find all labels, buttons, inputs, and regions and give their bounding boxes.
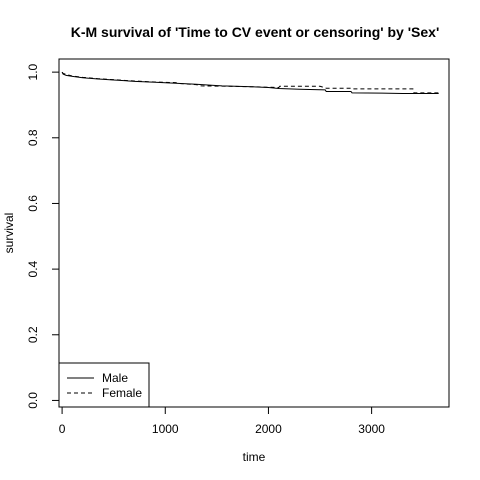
y-tick-label: 0.4 [26, 260, 40, 277]
series-line-male [61, 71, 439, 94]
y-axis-label: survival [2, 213, 16, 254]
legend-label-female: Female [102, 386, 142, 400]
y-tick-label: 0.2 [26, 326, 40, 343]
y-tick-label: 0.8 [26, 129, 40, 146]
plot-frame [58, 58, 450, 408]
y-axis: 0.0 0.2 0.4 0.6 0.8 1.0 [26, 63, 60, 409]
x-tick-label: 1000 [152, 422, 179, 436]
x-tick-label: 3000 [358, 422, 385, 436]
x-axis-label: time [243, 450, 266, 464]
legend: Male Female [58, 362, 150, 408]
x-tick-label: 2000 [255, 422, 282, 436]
legend-label-male: Male [102, 371, 128, 385]
chart-title: K-M survival of 'Time to CV event or cen… [71, 24, 440, 40]
y-tick-label: 0.0 [26, 392, 40, 409]
y-tick-label: 0.6 [26, 195, 40, 212]
x-axis: 0 1000 2000 3000 [59, 406, 385, 436]
series-line-female [61, 71, 439, 94]
y-tick-label: 1.0 [26, 63, 40, 80]
series-layer [61, 71, 439, 94]
legend-box [58, 362, 150, 408]
x-tick-label: 0 [59, 422, 66, 436]
